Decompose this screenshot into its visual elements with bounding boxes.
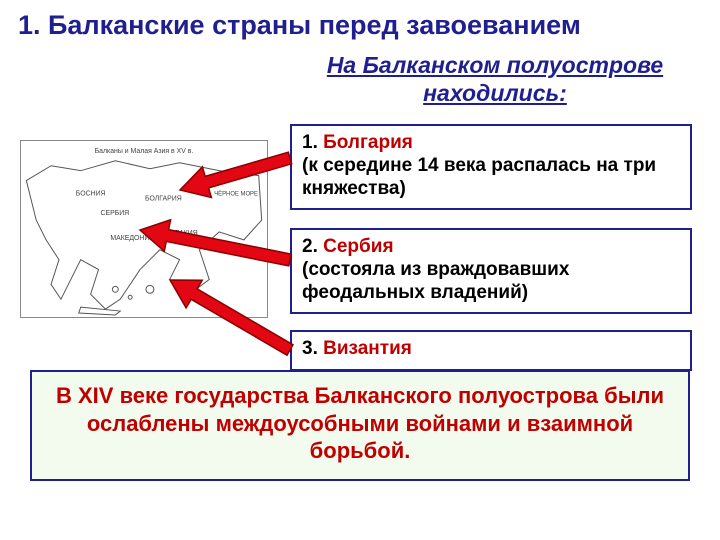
map-label: МАКЕДОНИЯ bbox=[110, 235, 154, 242]
country-num: 1. bbox=[302, 132, 318, 153]
country-desc: (к середине 14 века распалась на три кня… bbox=[302, 155, 656, 199]
country-box-1: 1. Болгария (к середине 14 века распалас… bbox=[290, 124, 692, 210]
map-svg: Балканы и Малая Азия в XV в. БОСНИЯ СЕРБ… bbox=[21, 141, 267, 317]
map-label: ФРАКИЯ bbox=[170, 230, 198, 237]
slide-title: 1. Балканские страны перед завоеванием bbox=[18, 10, 702, 41]
country-num: 2. bbox=[302, 236, 318, 257]
map-label: СЕРБИЯ bbox=[100, 210, 129, 217]
country-name: Византия bbox=[323, 338, 412, 359]
map-caption: Балканы и Малая Азия в XV в. bbox=[95, 148, 194, 155]
country-name: Сербия bbox=[323, 236, 393, 257]
slide-subtitle: На Балканском полуострове находились: bbox=[290, 52, 700, 107]
map-thumbnail: Балканы и Малая Азия в XV в. БОСНИЯ СЕРБ… bbox=[20, 140, 268, 318]
country-box-2: 2. Сербия (состояла из враждовавших феод… bbox=[290, 228, 692, 314]
country-name: Болгария bbox=[323, 132, 413, 153]
map-label: ЧЁРНОЕ МОРЕ bbox=[214, 190, 258, 197]
country-desc: (состояла из враждовавших феодальных вла… bbox=[302, 259, 569, 303]
country-num: 3. bbox=[302, 338, 318, 359]
map-label: БОСНИЯ bbox=[76, 190, 106, 197]
map-label: БОЛГАРИЯ bbox=[145, 195, 182, 202]
country-box-3: 3. Византия bbox=[290, 330, 692, 371]
summary-box: В XIV веке государства Балканского полуо… bbox=[30, 370, 690, 481]
